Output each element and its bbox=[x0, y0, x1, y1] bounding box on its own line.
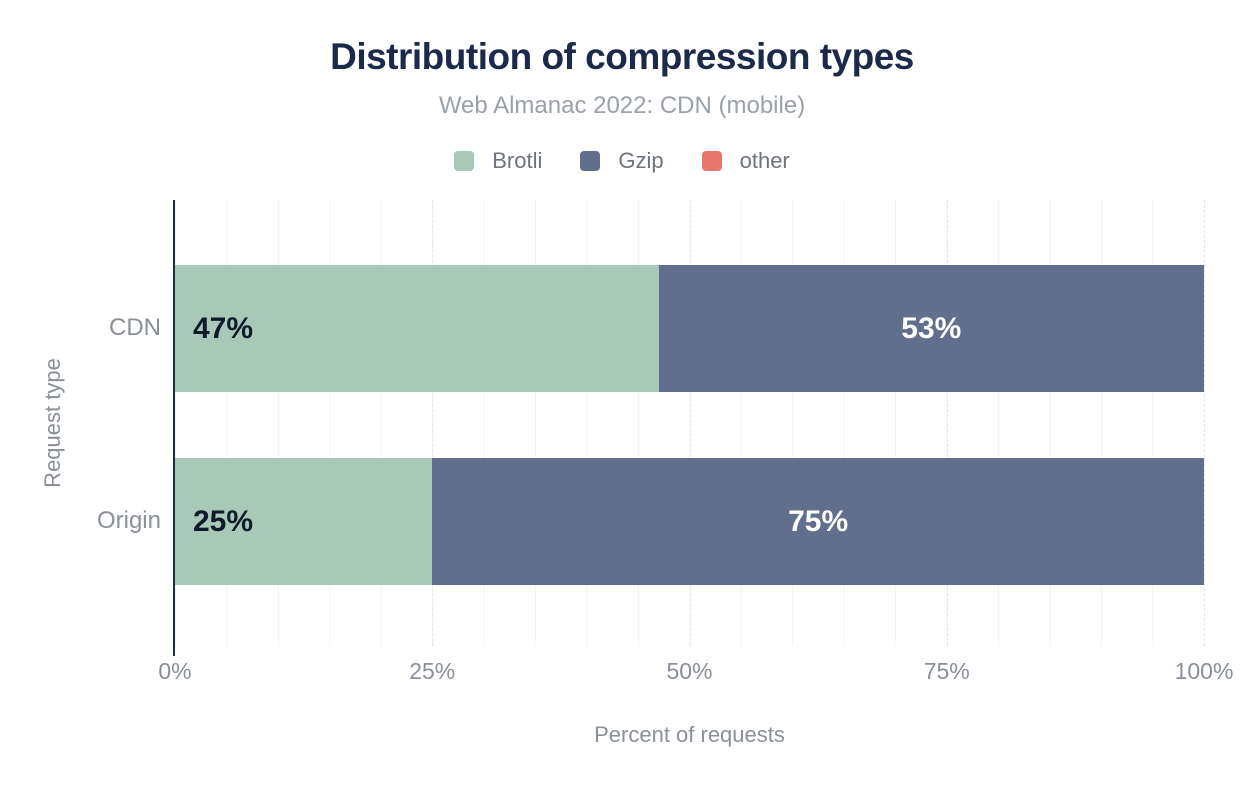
major-gridline bbox=[1204, 200, 1205, 646]
bar-segment-brotli-origin[interactable]: 25% bbox=[175, 458, 433, 585]
major-gridline bbox=[432, 200, 434, 646]
x-axis-ticks: 0% 25% 50% 75% 100% bbox=[158, 658, 1233, 688]
x-tick-label: 50% bbox=[666, 658, 713, 684]
x-tick-label: 25% bbox=[409, 658, 456, 684]
bar-segment-gzip-cdn[interactable]: 53% bbox=[658, 265, 1204, 392]
major-gridline bbox=[946, 200, 948, 646]
legend-label-other: other bbox=[739, 148, 790, 173]
bar-value-label: 47% bbox=[193, 311, 254, 345]
legend-label-brotli: Brotli bbox=[492, 148, 543, 173]
bar-segment-brotli-cdn[interactable]: 47% bbox=[175, 265, 659, 392]
bar-row-origin: 25% 75% bbox=[175, 458, 1204, 585]
legend-label-gzip: Gzip bbox=[618, 148, 664, 173]
x-tick-label: 0% bbox=[158, 658, 192, 684]
legend-item-brotli[interactable]: Brotli bbox=[454, 148, 542, 174]
y-axis-tick-labels: CDN Origin bbox=[0, 200, 161, 646]
x-tick-label: 100% bbox=[1174, 658, 1234, 684]
y-axis-line bbox=[173, 200, 175, 656]
chart-title: Distribution of compression types bbox=[330, 36, 914, 77]
bar-value-label: 53% bbox=[901, 311, 962, 345]
x-axis-title: Percent of requests bbox=[594, 722, 785, 747]
bar-value-label: 25% bbox=[193, 504, 254, 538]
bar-segment-gzip-origin[interactable]: 75% bbox=[432, 458, 1204, 585]
legend-swatch-brotli-icon bbox=[454, 151, 475, 171]
y-tick-origin: Origin bbox=[96, 507, 161, 534]
plot-area: 47% 53% 25% 75% bbox=[173, 200, 1205, 656]
legend-swatch-other-icon bbox=[701, 151, 722, 171]
y-tick-cdn: CDN bbox=[109, 314, 161, 341]
chart-subtitle: Web Almanac 2022: CDN (mobile) bbox=[438, 92, 806, 119]
legend-swatch-gzip-icon bbox=[580, 151, 601, 171]
legend: Brotli Gzip other bbox=[0, 148, 1244, 174]
legend-item-gzip[interactable]: Gzip bbox=[580, 148, 664, 174]
legend-item-other[interactable]: other bbox=[701, 148, 790, 174]
major-gridline bbox=[689, 200, 691, 646]
bar-row-cdn: 47% 53% bbox=[175, 265, 1204, 392]
bar-value-label: 75% bbox=[788, 504, 849, 538]
x-tick-label: 75% bbox=[923, 658, 970, 684]
